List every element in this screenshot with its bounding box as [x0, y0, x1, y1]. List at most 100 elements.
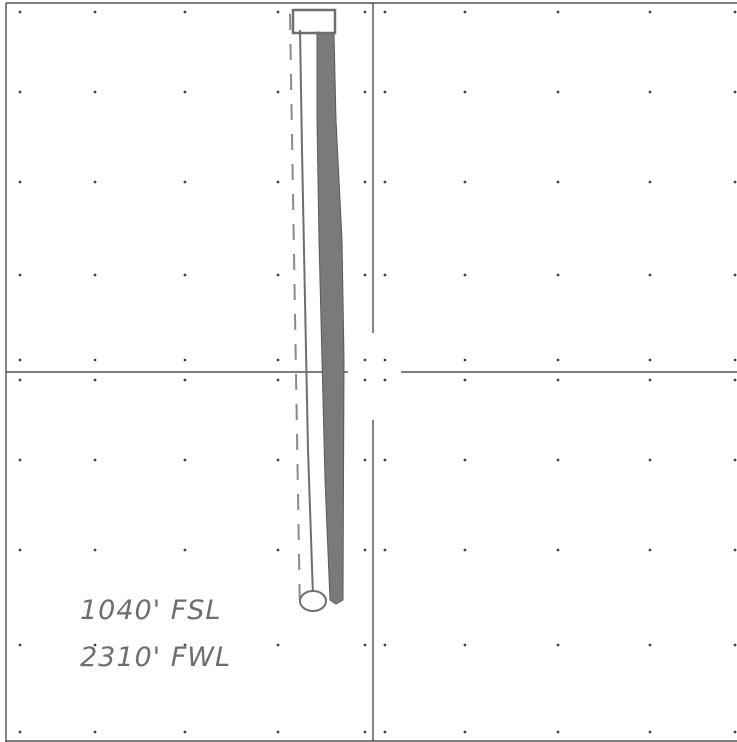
- grid-tick-dot: [556, 273, 560, 277]
- grid-tick-dot: [93, 180, 97, 184]
- grid-tick-dot: [648, 180, 652, 184]
- grid-tick-dot: [363, 378, 367, 382]
- grid-tick-dot: [363, 730, 367, 734]
- grid-tick-dot: [463, 378, 467, 382]
- grid-tick-dot: [363, 548, 367, 552]
- grid-tick-dot: [383, 273, 387, 277]
- grid-tick-dot: [18, 643, 22, 647]
- grid-tick-dot: [276, 643, 280, 647]
- grid-tick-dot: [93, 643, 97, 647]
- grid-tick-dot: [463, 10, 467, 14]
- grid-tick-dot: [556, 458, 560, 462]
- grid-tick-dot: [18, 378, 22, 382]
- grid-tick-dot: [276, 548, 280, 552]
- grid-tick-dot: [733, 90, 737, 94]
- grid-tick-dot: [93, 548, 97, 552]
- grid-tick-dot: [383, 358, 387, 362]
- grid-tick-dot: [276, 730, 280, 734]
- grid-tick-dot: [648, 90, 652, 94]
- grid-tick-dot: [648, 458, 652, 462]
- wellbore-sketch: [289, 8, 345, 615]
- grid-tick-dot: [733, 643, 737, 647]
- grid-tick-dot: [383, 548, 387, 552]
- surface-hole-circle: [299, 590, 327, 612]
- section-grid: [5, 2, 737, 742]
- grid-tick-dot: [648, 273, 652, 277]
- grid-tick-dot: [183, 180, 187, 184]
- footage-fsl-text: 1040' FSL: [80, 595, 221, 626]
- grid-tick-dot: [363, 358, 367, 362]
- grid-tick-dot: [18, 458, 22, 462]
- grid-tick-dot: [733, 730, 737, 734]
- grid-tick-dot: [93, 273, 97, 277]
- grid-tick-dot: [733, 548, 737, 552]
- grid-tick-dot: [183, 10, 187, 14]
- grid-tick-dot: [363, 458, 367, 462]
- grid-tick-dot: [556, 180, 560, 184]
- grid-tick-dot: [648, 10, 652, 14]
- grid-tick-dot: [383, 643, 387, 647]
- grid-tick-dot: [276, 10, 280, 14]
- grid-tick-dot: [276, 90, 280, 94]
- grid-tick-dot: [383, 378, 387, 382]
- grid-tick-dot: [463, 458, 467, 462]
- grid-tick-dot: [383, 180, 387, 184]
- grid-tick-dot: [183, 458, 187, 462]
- grid-tick-dot: [183, 273, 187, 277]
- grid-tick-dot: [93, 10, 97, 14]
- grid-tick-dot: [556, 10, 560, 14]
- grid-tick-dot: [733, 458, 737, 462]
- grid-tick-dot: [276, 180, 280, 184]
- grid-tick-dot: [556, 90, 560, 94]
- grid-tick-dot: [648, 643, 652, 647]
- grid-tick-dot: [183, 548, 187, 552]
- grid-tick-dot: [383, 730, 387, 734]
- grid-tick-dot: [556, 378, 560, 382]
- grid-tick-dot: [276, 378, 280, 382]
- lease-setback-dashed-line: [289, 13, 301, 615]
- lateral-path-edge-stroke: [299, 29, 314, 597]
- grid-tick-dot: [18, 548, 22, 552]
- bottom-hole-box: [291, 8, 337, 35]
- grid-tick-dot: [363, 180, 367, 184]
- lateral-path-fill: [316, 31, 345, 605]
- grid-tick-dot: [183, 378, 187, 382]
- grid-tick-dot: [383, 90, 387, 94]
- grid-tick-dot: [18, 273, 22, 277]
- grid-tick-dot: [93, 378, 97, 382]
- grid-tick-dot: [648, 730, 652, 734]
- grid-tick-dot: [733, 10, 737, 14]
- grid-tick-dot: [276, 358, 280, 362]
- grid-tick-dots: [18, 10, 737, 734]
- grid-tick-dot: [556, 548, 560, 552]
- grid-tick-dot: [463, 90, 467, 94]
- grid-tick-dot: [276, 458, 280, 462]
- grid-tick-dot: [463, 548, 467, 552]
- grid-tick-dot: [183, 643, 187, 647]
- grid-tick-dot: [648, 378, 652, 382]
- grid-tick-dot: [93, 358, 97, 362]
- grid-tick-dot: [363, 90, 367, 94]
- grid-tick-dot: [463, 180, 467, 184]
- grid-tick-dot: [93, 730, 97, 734]
- grid-tick-dot: [183, 90, 187, 94]
- grid-tick-dot: [383, 458, 387, 462]
- grid-tick-dot: [733, 358, 737, 362]
- grid-tick-dot: [18, 10, 22, 14]
- grid-tick-dot: [733, 273, 737, 277]
- surface-location-label: 1040' FSL 2310' FWL: [80, 595, 230, 673]
- grid-tick-dot: [363, 10, 367, 14]
- grid-tick-dot: [648, 548, 652, 552]
- grid-tick-dot: [363, 273, 367, 277]
- grid-tick-dot: [18, 90, 22, 94]
- grid-tick-dot: [463, 730, 467, 734]
- grid-tick-dot: [733, 180, 737, 184]
- grid-tick-dot: [463, 643, 467, 647]
- grid-tick-dot: [93, 458, 97, 462]
- grid-tick-dot: [183, 358, 187, 362]
- grid-tick-dot: [556, 730, 560, 734]
- grid-tick-dot: [18, 730, 22, 734]
- grid-tick-dot: [463, 273, 467, 277]
